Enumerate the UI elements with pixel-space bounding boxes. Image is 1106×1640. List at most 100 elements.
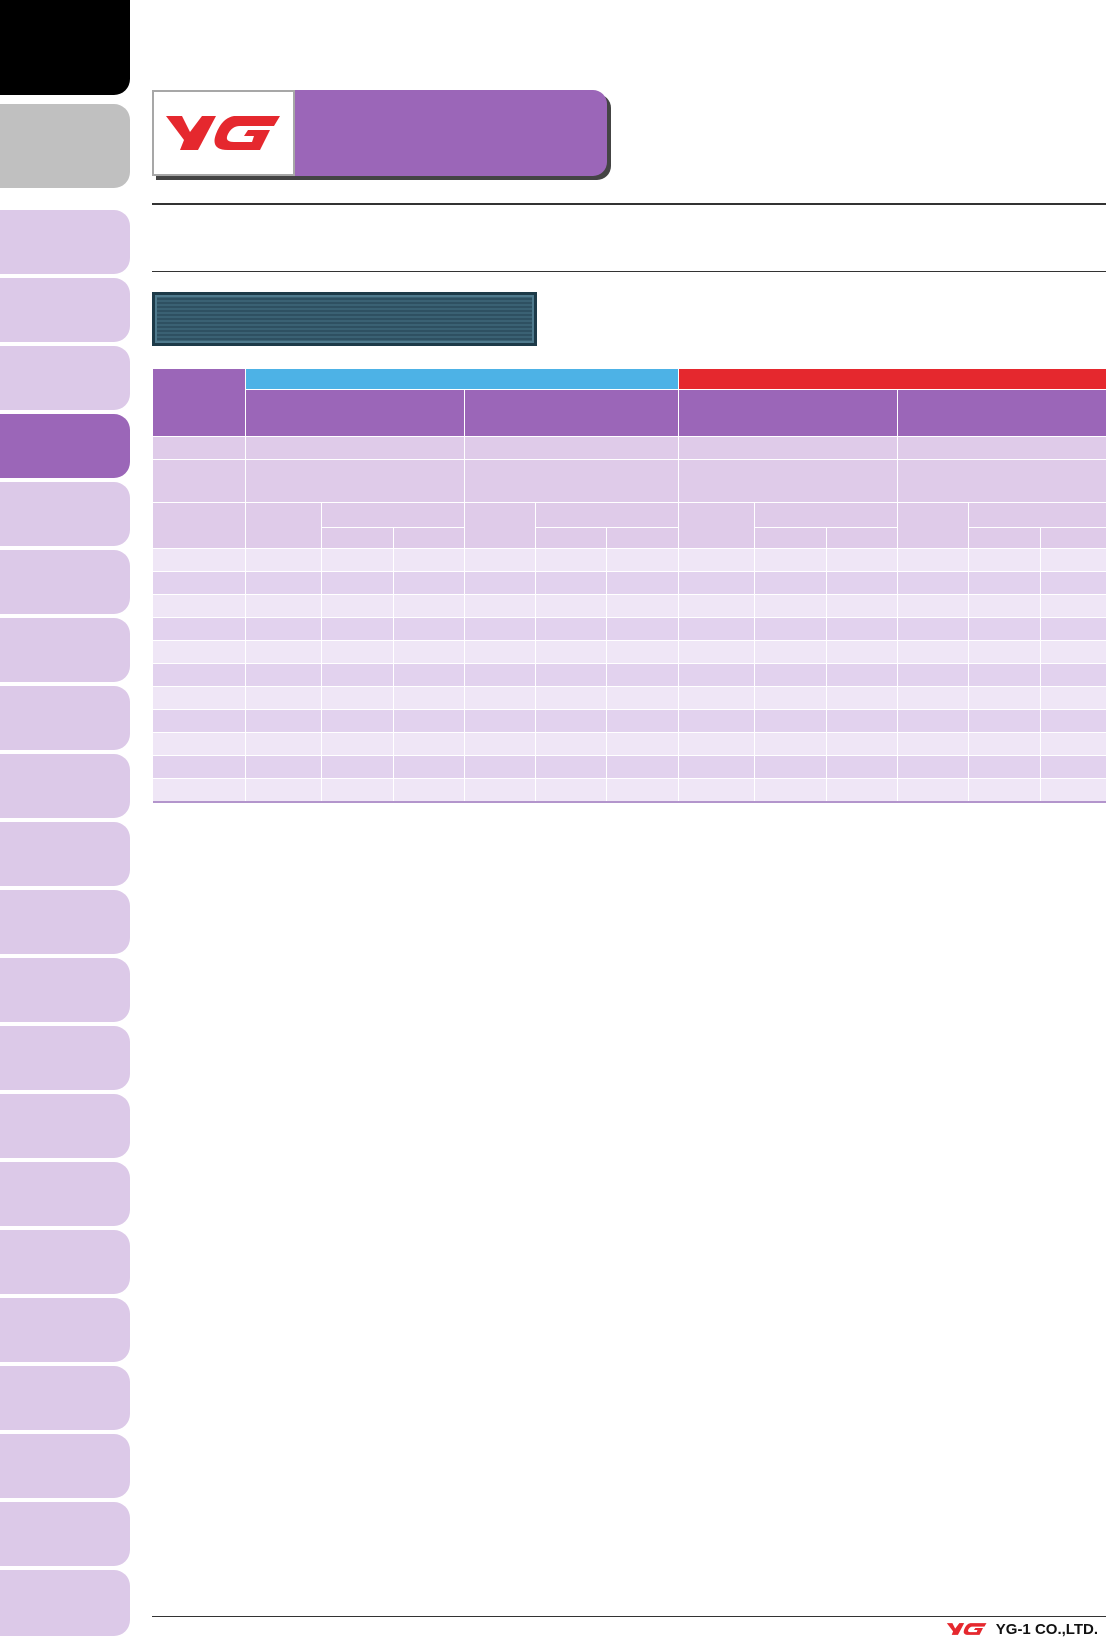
table-cell xyxy=(897,640,970,664)
sidebar-tab-6[interactable] xyxy=(0,414,130,478)
table-cell xyxy=(754,617,828,641)
company-name: YG-1 CO.,LTD. xyxy=(995,1620,1098,1638)
table-cell xyxy=(605,617,680,641)
sidebar-tab-17[interactable] xyxy=(0,1162,130,1226)
subheader-rule xyxy=(152,271,1106,272)
table-cell xyxy=(1040,778,1106,803)
header-rule xyxy=(152,203,1106,205)
sidebar-tab-13[interactable] xyxy=(0,890,130,954)
table-cell xyxy=(754,686,828,710)
table-cell xyxy=(968,548,1042,572)
table-cell xyxy=(245,663,322,687)
sidebar-tab-3[interactable] xyxy=(0,210,130,274)
sidebar-tab-14[interactable] xyxy=(0,958,130,1022)
table-cell xyxy=(152,617,246,641)
sidebar-tab-2[interactable] xyxy=(0,104,130,188)
table-cell xyxy=(605,663,680,687)
table-cell xyxy=(245,755,322,779)
sidebar-tab-15[interactable] xyxy=(0,1026,130,1090)
table-cell xyxy=(535,732,607,756)
sidebar-tab-11[interactable] xyxy=(0,754,130,818)
table-cell xyxy=(826,755,899,779)
group-header-1 xyxy=(245,389,465,437)
table-cell xyxy=(152,663,246,687)
sidebar-tab-16[interactable] xyxy=(0,1094,130,1158)
table-cell xyxy=(968,617,1042,641)
column-header-cell xyxy=(321,502,465,528)
table-cell xyxy=(393,732,465,756)
table-cell xyxy=(535,548,607,572)
table-cell xyxy=(535,640,607,664)
table-row xyxy=(152,732,1106,756)
sidebar-tab-1[interactable] xyxy=(0,0,130,95)
table-cell xyxy=(1040,594,1106,618)
group-stripe-red xyxy=(678,368,1106,390)
table-cell xyxy=(605,548,680,572)
table-cell xyxy=(754,594,828,618)
table-cell xyxy=(678,571,756,595)
table-cell xyxy=(968,663,1042,687)
table-cell xyxy=(245,778,322,803)
sidebar-tab-12[interactable] xyxy=(0,822,130,886)
table-cell xyxy=(464,663,536,687)
table-cell xyxy=(605,571,680,595)
table-cell xyxy=(826,663,899,687)
table-corner-cell xyxy=(152,368,246,437)
sidebar-tab-7[interactable] xyxy=(0,482,130,546)
table-cell xyxy=(1040,548,1106,572)
table-cell xyxy=(897,686,970,710)
table-cell xyxy=(464,571,536,595)
sidebar-tab-23[interactable] xyxy=(0,1570,130,1636)
table-cell xyxy=(245,571,322,595)
sidebar-tab-4[interactable] xyxy=(0,278,130,342)
column-header-cell xyxy=(897,502,970,549)
sidebar-tab-5[interactable] xyxy=(0,346,130,410)
column-header-cell xyxy=(678,502,756,549)
sidebar-tab-10[interactable] xyxy=(0,686,130,750)
column-header-cell xyxy=(534,502,680,528)
table-cell xyxy=(678,732,756,756)
table-cell xyxy=(245,594,322,618)
table-cell xyxy=(535,686,607,710)
sidebar-tab-22[interactable] xyxy=(0,1502,130,1566)
table-cell xyxy=(245,709,322,733)
table-cell xyxy=(897,663,970,687)
sidebar-tab-9[interactable] xyxy=(0,618,130,682)
table-cell xyxy=(968,778,1042,803)
sidebar-tab-20[interactable] xyxy=(0,1366,130,1430)
table-cell xyxy=(897,778,970,803)
table-cell xyxy=(152,548,246,572)
table-row xyxy=(152,755,1106,779)
table-cell xyxy=(393,571,465,595)
brand-logo xyxy=(152,90,295,176)
table-cell xyxy=(1040,571,1106,595)
table-cell xyxy=(897,755,970,779)
table-cell xyxy=(1040,617,1106,641)
row-label-cell xyxy=(152,459,246,503)
group-stripe-blue xyxy=(244,368,680,390)
table-cell xyxy=(826,548,899,572)
table-cell xyxy=(678,663,756,687)
table-cell xyxy=(897,617,970,641)
table-cell xyxy=(393,548,465,572)
sidebar-tab-19[interactable] xyxy=(0,1298,130,1362)
table-cell xyxy=(535,571,607,595)
table-cell xyxy=(393,640,465,664)
group-1-info xyxy=(245,436,465,460)
group-4-detail xyxy=(897,459,1106,503)
table-cell xyxy=(754,640,828,664)
table-cell xyxy=(826,571,899,595)
column-header-cell xyxy=(152,502,246,549)
table-cell xyxy=(245,617,322,641)
table-cell xyxy=(605,709,680,733)
sidebar-tab-21[interactable] xyxy=(0,1434,130,1498)
table-cell xyxy=(1040,755,1106,779)
table-cell xyxy=(678,617,756,641)
table-row xyxy=(152,548,1106,572)
table-row xyxy=(152,778,1106,803)
sidebar-tab-18[interactable] xyxy=(0,1230,130,1294)
table-cell xyxy=(968,571,1042,595)
sidebar-tab-8[interactable] xyxy=(0,550,130,614)
table-cell xyxy=(393,663,465,687)
table-cell xyxy=(321,686,394,710)
